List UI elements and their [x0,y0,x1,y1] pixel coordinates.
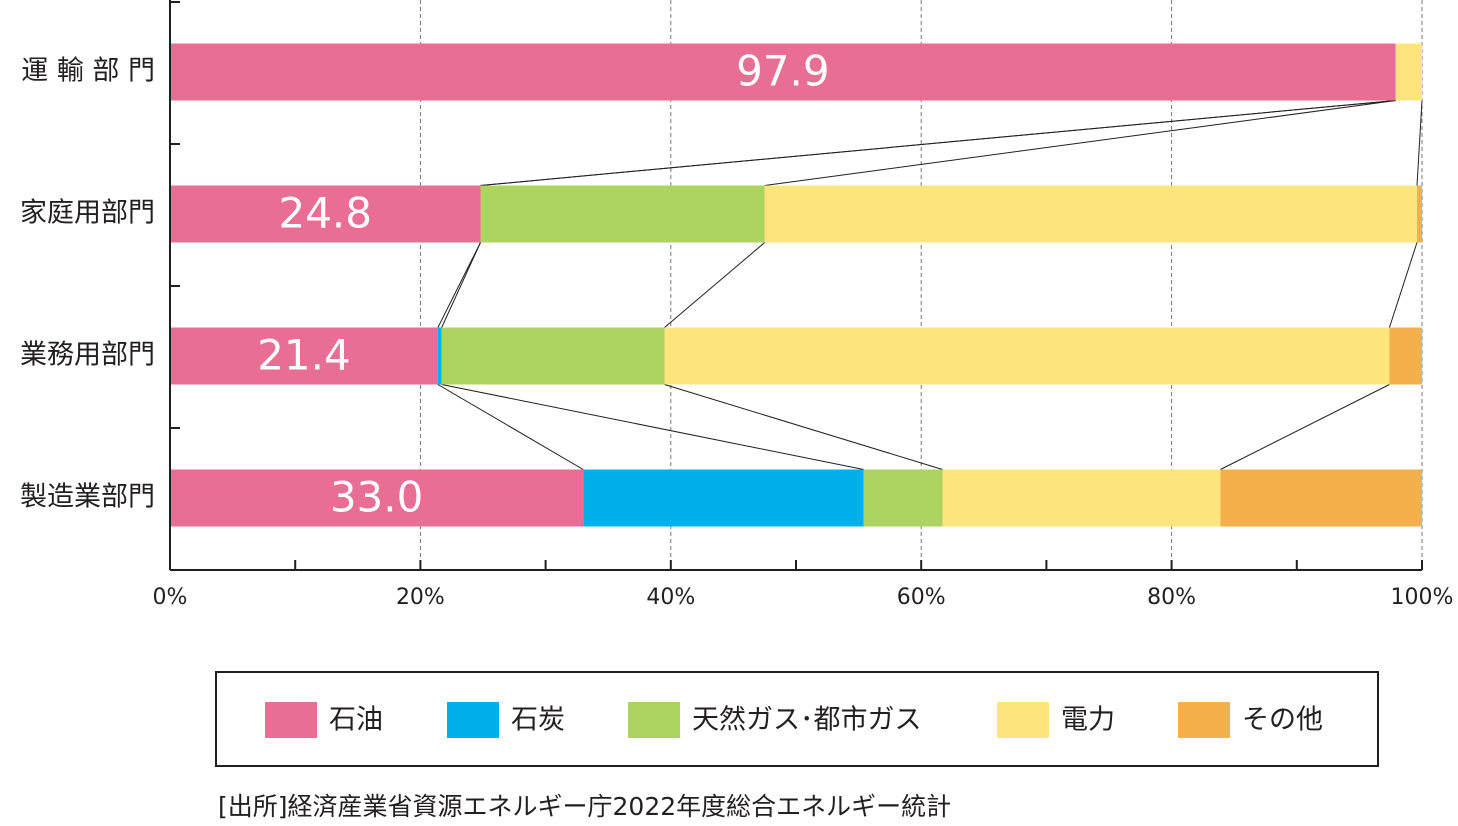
y-tick-label: 業務用部門 [20,340,155,371]
y-tick-label: 製造業部門 [20,482,155,513]
bar-segment [1395,43,1422,101]
connector [764,100,1396,186]
connector [441,242,481,328]
y-tick-label: 家庭用部門 [20,198,155,229]
data-label: 24.8 [278,189,372,238]
source-note: [出所]経済産業省資源エネルギー庁2022年度総合エネルギー統計 [218,792,951,821]
bar-segment [664,327,1390,385]
bar-segment [480,185,765,243]
connector [1388,242,1418,328]
x-tick-label: 0% [153,585,188,610]
bar-segment [1389,327,1422,385]
x-tick-label: 100% [1391,585,1454,610]
bar-segment [170,185,481,243]
x-tick-label: 80% [1147,585,1196,610]
bar-segment [863,469,943,527]
data-label: 21.4 [257,331,351,380]
legend-swatch [997,702,1049,738]
connector [437,384,584,470]
legend-swatch [447,702,499,738]
connector [437,242,481,328]
bar-segment [170,469,584,527]
data-label: 97.9 [736,47,830,96]
legend-box [215,671,1379,767]
legend-label: 石油 [329,705,383,736]
x-tick-label: 20% [396,585,445,610]
bar-segment [764,185,1417,243]
connector [480,100,1396,186]
bar-segment [1220,469,1422,527]
bar-segment [583,469,864,527]
bar-segment [170,43,1396,101]
x-tick-label: 40% [646,585,695,610]
legend-label: 石炭 [511,705,565,736]
legend-label: 電力 [1061,705,1115,736]
connector [664,384,943,470]
connector [1220,384,1390,470]
legend-swatch [265,702,317,738]
legend-label: 天然ガス･都市ガス [692,705,922,736]
bar-segment [170,327,438,385]
connector [441,384,864,470]
connector [1416,100,1423,186]
legend-swatch [628,702,680,738]
x-tick-label: 60% [897,585,946,610]
bar-segment [441,327,665,385]
connector [664,242,766,328]
legend-label: その他 [1242,705,1323,736]
legend-swatch [1178,702,1230,738]
data-label: 33.0 [330,473,424,522]
y-tick-label: 運 輸 部 門 [21,56,155,87]
bar-segment [437,327,442,385]
bar-segment [1416,185,1422,243]
bar-segment [942,469,1221,527]
